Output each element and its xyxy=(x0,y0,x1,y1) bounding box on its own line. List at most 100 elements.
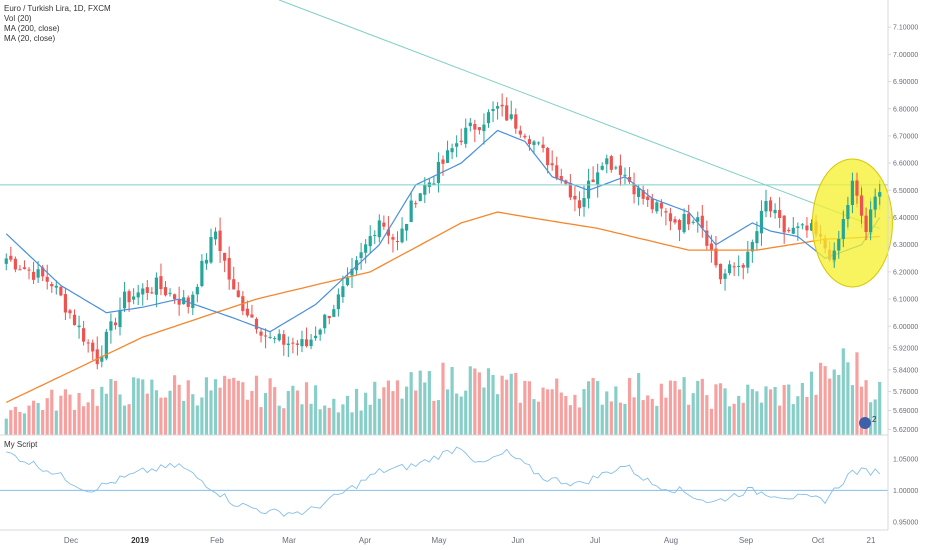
candle-body xyxy=(841,219,845,240)
candle-body xyxy=(732,266,736,268)
candle-body xyxy=(759,210,764,234)
volume-bar xyxy=(532,399,536,435)
volume-bar xyxy=(741,402,745,435)
candle-body xyxy=(591,179,595,183)
volume-bar xyxy=(778,405,782,435)
candle-body xyxy=(509,114,513,119)
volume-bar xyxy=(732,403,736,435)
osc-tick-label: 0.95000 xyxy=(893,519,918,526)
candle-body xyxy=(477,127,481,131)
candle-body xyxy=(382,222,386,227)
trendline xyxy=(279,0,880,229)
volume-bar xyxy=(445,389,450,435)
volume-bar xyxy=(77,392,81,435)
x-tick-label: 21 xyxy=(867,536,876,545)
candle-body xyxy=(700,215,704,229)
volume-bar xyxy=(436,400,441,435)
candle-body xyxy=(768,200,773,212)
osc-line xyxy=(6,446,881,517)
volume-bar xyxy=(423,382,427,435)
candle-body xyxy=(705,230,709,246)
volume-bar xyxy=(213,379,218,435)
volume-bar xyxy=(482,387,486,435)
candle-body xyxy=(464,127,468,144)
volume-bar xyxy=(505,379,509,435)
volume-bar xyxy=(354,388,359,435)
oscillator-pane xyxy=(0,446,888,517)
x-tick-label: Aug xyxy=(664,536,678,545)
volume-bar xyxy=(486,368,491,435)
volume-bar xyxy=(459,396,463,435)
volume-bar xyxy=(236,380,240,435)
volume-bar xyxy=(527,381,532,435)
volume-bar xyxy=(405,386,409,435)
volume-bar xyxy=(300,404,304,435)
volume-bar xyxy=(250,390,254,435)
volume-bar xyxy=(4,418,8,435)
candle-body xyxy=(391,237,395,240)
candle-body xyxy=(100,356,104,362)
candle-body xyxy=(782,215,786,233)
candle-body xyxy=(41,267,45,277)
candle-body xyxy=(778,210,782,219)
volume-bar xyxy=(473,368,477,435)
candle-body xyxy=(377,220,381,238)
volume-bar xyxy=(318,409,322,435)
volume-bar xyxy=(491,374,495,435)
volume-bar xyxy=(227,378,231,435)
volume-bar xyxy=(50,389,54,435)
candle-body xyxy=(677,219,682,230)
candle-body xyxy=(432,183,436,185)
volume-bar xyxy=(623,403,627,435)
candle-body xyxy=(195,286,199,295)
candle-body xyxy=(514,114,518,129)
candle-body xyxy=(173,294,177,300)
volume-bar xyxy=(705,395,709,435)
volume-bar xyxy=(163,397,168,435)
candle-body xyxy=(68,310,72,314)
candle-body xyxy=(4,258,8,264)
candle-body xyxy=(373,234,377,236)
volume-bar xyxy=(846,362,850,435)
volume-bar xyxy=(418,370,422,435)
price-tick-label: 5.62000 xyxy=(893,427,918,434)
candle-body xyxy=(573,195,577,200)
volume-bar xyxy=(659,383,663,435)
candle-body xyxy=(532,141,536,145)
candle-body xyxy=(632,183,636,195)
price-tick-label: 6.90000 xyxy=(893,79,918,86)
candle-body xyxy=(405,224,409,231)
volume-bar xyxy=(31,400,36,435)
volume-bar xyxy=(850,385,855,435)
candle-body xyxy=(577,200,582,209)
candle-body xyxy=(846,204,850,220)
candle-body xyxy=(113,322,118,326)
volume-bar xyxy=(368,404,372,435)
volume-bar xyxy=(241,382,245,435)
volume-bar xyxy=(832,369,836,435)
volume-bar xyxy=(191,394,195,435)
candle-body xyxy=(400,228,404,243)
volume-bar xyxy=(796,396,800,435)
candle-body xyxy=(13,258,17,270)
volume-bar xyxy=(350,412,354,435)
candle-body xyxy=(691,221,695,223)
candle-body xyxy=(136,292,140,298)
volume-bar xyxy=(518,402,522,435)
volume-bar xyxy=(182,400,186,435)
volume-bar xyxy=(841,348,845,435)
volume-bar xyxy=(550,389,554,435)
candle-body xyxy=(787,229,791,232)
candle-body xyxy=(859,195,864,216)
price-tick-label: 6.40000 xyxy=(893,215,918,222)
candle-body xyxy=(245,308,249,316)
candle-body xyxy=(154,277,158,295)
candle-body xyxy=(850,180,855,205)
candle-body xyxy=(177,299,181,305)
candle-body xyxy=(395,241,400,243)
volume-bar xyxy=(859,386,864,435)
volume-bar xyxy=(22,413,27,435)
volume-bar xyxy=(41,410,45,435)
candle-body xyxy=(236,290,240,297)
